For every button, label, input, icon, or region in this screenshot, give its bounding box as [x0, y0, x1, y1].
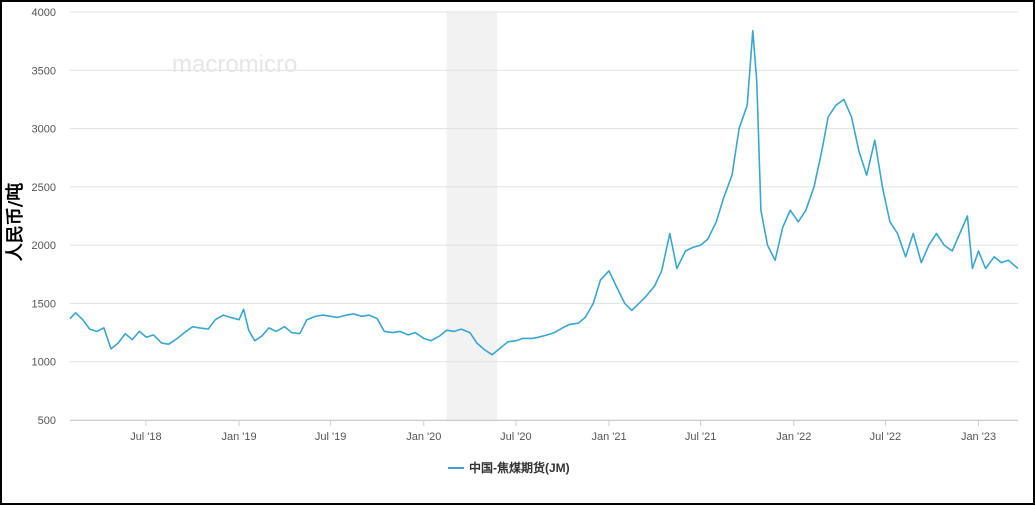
y-tick-label: 4000 [32, 7, 56, 19]
x-tick-label: Jan '22 [776, 431, 811, 443]
shaded-region-layer [446, 12, 498, 420]
y-tick-label: 1500 [32, 298, 56, 310]
series-layer [69, 29, 1019, 356]
series-line[interactable] [69, 29, 1019, 356]
x-axis-ticks: Jul '18 Jan '19 Jul '19 Jan '20 Jul '20 Jan '… [130, 420, 996, 443]
x-tick-label: Jul '22 [870, 431, 901, 443]
x-tick-label: Jan '23 [961, 431, 996, 443]
y-tick-label: 3000 [32, 124, 56, 136]
legend[interactable]: 中国-焦煤期货(JM) [448, 460, 570, 475]
y-tick-label: 2500 [32, 182, 56, 194]
x-tick-label: Jul '19 [315, 431, 346, 443]
x-tick-label: Jul '21 [685, 431, 716, 443]
y-tick-label: 2000 [32, 240, 56, 252]
y-axis-label: 人民币/吨 [4, 183, 26, 262]
x-tick-label: Jul '20 [500, 431, 531, 443]
watermark: macromicro [172, 51, 297, 78]
x-tick-label: Jul '18 [130, 431, 161, 443]
x-tick-label: Jan '21 [591, 431, 626, 443]
shaded-region [446, 12, 498, 420]
gridlines [70, 11, 1018, 421]
y-tick-label: 500 [38, 415, 56, 427]
y-tick-label: 1000 [32, 357, 56, 369]
x-tick-label: Jan '20 [406, 431, 441, 443]
y-tick-label: 3500 [32, 65, 56, 77]
y-axis-ticks: 500 1000 1500 2000 2500 3000 3500 4000 [32, 7, 56, 427]
x-tick-label: Jan '19 [221, 431, 256, 443]
legend-label[interactable]: 中国-焦煤期货(JM) [469, 460, 570, 475]
